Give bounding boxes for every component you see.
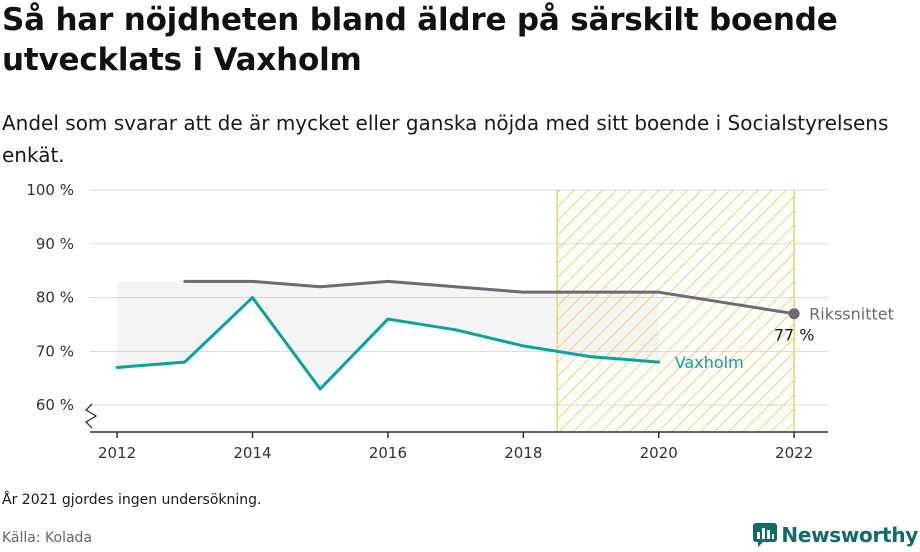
brand-name: Newsworthy — [781, 523, 918, 547]
x-tick-label: 2014 — [233, 444, 271, 462]
rikssnittet-value-label: 77 % — [774, 326, 815, 345]
range-band — [117, 281, 659, 389]
series-label-rikssnittet: Rikssnittet — [809, 305, 894, 324]
brand-logo: Newsworthy — [753, 519, 918, 551]
rikssnittet-end-point — [788, 308, 800, 320]
hatched-period — [557, 190, 795, 432]
x-tick-label: 2016 — [369, 444, 407, 462]
chart-title: Så har nöjdheten bland äldre på särskilt… — [2, 2, 838, 78]
series-line-rikssnittet — [183, 279, 796, 316]
y-tick-label: 90 % — [36, 235, 74, 253]
x-tick-label: 2022 — [775, 444, 813, 462]
axis-break-icon — [84, 403, 98, 429]
y-tick-label: 100 % — [26, 181, 74, 199]
footnote: År 2021 gjordes ingen undersökning. — [2, 492, 262, 508]
y-tick-label: 60 % — [36, 396, 74, 414]
newsworthy-logo-icon — [753, 523, 778, 547]
source-note: Källa: Kolada — [2, 530, 93, 546]
y-tick-label: 70 % — [36, 342, 74, 360]
series-label-vaxholm: Vaxholm — [675, 353, 744, 372]
x-tick-label: 2018 — [504, 444, 542, 462]
x-tick-label: 2020 — [640, 444, 678, 462]
y-tick-label: 80 % — [36, 289, 74, 307]
chart-subtitle: Andel som svarar att de är mycket eller … — [2, 111, 889, 167]
x-tick-label: 2012 — [98, 444, 136, 462]
series-line-vaxholm — [115, 296, 661, 391]
